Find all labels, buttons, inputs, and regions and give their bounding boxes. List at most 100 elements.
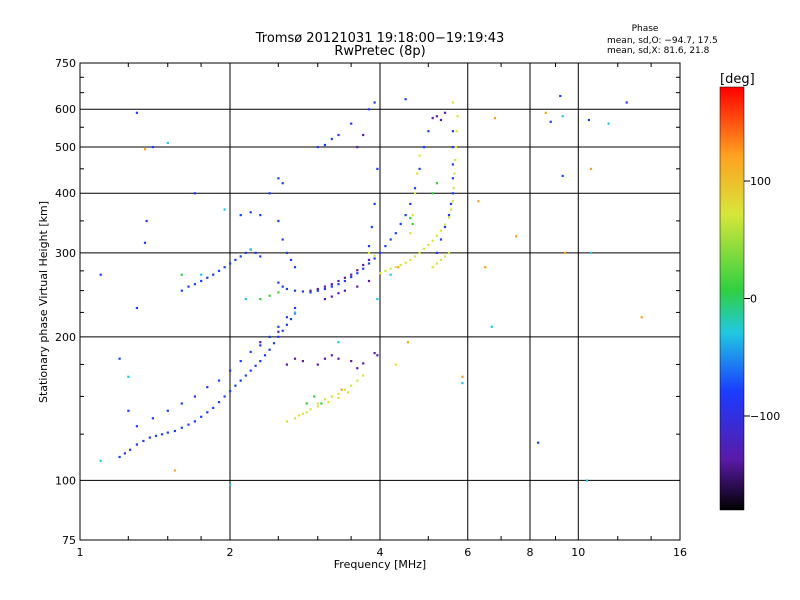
data-point — [330, 137, 333, 141]
data-point — [367, 258, 371, 261]
data-point — [347, 391, 350, 394]
data-point — [404, 261, 407, 264]
data-point — [330, 395, 333, 398]
data-point — [129, 448, 132, 451]
data-point — [559, 94, 562, 98]
data-point — [490, 325, 493, 328]
data-point — [293, 417, 297, 420]
data-point — [277, 325, 280, 328]
data-point — [180, 426, 183, 429]
y-tick-label: 750 — [55, 57, 76, 70]
data-point — [343, 289, 346, 292]
x-axis-ticks: 1 2 4 6 8 10 16 — [77, 63, 687, 559]
data-point — [316, 287, 319, 291]
data-point — [585, 479, 588, 482]
x-tick-label: 16 — [673, 546, 687, 559]
data-point — [229, 262, 232, 265]
data-point — [397, 266, 400, 269]
data-point — [451, 101, 454, 104]
data-point — [118, 455, 121, 459]
data-point — [379, 251, 382, 254]
data-point — [309, 291, 312, 294]
data-point — [259, 341, 262, 344]
data-point — [640, 316, 643, 319]
data-point — [447, 216, 451, 219]
phase-annotation-title: Phase — [632, 24, 659, 34]
data-point — [451, 200, 454, 203]
data-point — [337, 392, 340, 395]
data-point — [166, 141, 169, 145]
data-point — [389, 238, 392, 241]
data-point — [435, 115, 438, 118]
data-point — [406, 341, 410, 344]
data-point — [305, 402, 308, 405]
y-axis-ticks: 75 100 200 300 400 500 600 750 — [55, 57, 680, 547]
data-point — [367, 108, 371, 111]
x-tick-label: 10 — [571, 546, 585, 559]
data-point — [193, 395, 196, 398]
data-point — [394, 232, 397, 235]
data-point — [343, 276, 346, 279]
data-point — [384, 245, 387, 248]
data-point — [223, 208, 226, 211]
data-point — [281, 182, 284, 185]
data-point — [135, 425, 138, 428]
y-axis-label: Stationary phase Virtual Height [km] — [37, 201, 50, 403]
data-point — [206, 386, 209, 389]
data-point — [173, 429, 176, 433]
data-point — [180, 402, 183, 405]
data-point — [143, 148, 147, 151]
data-point — [143, 241, 147, 244]
y-tick-label: 100 — [55, 474, 76, 487]
data-point — [356, 379, 359, 382]
data-point — [259, 214, 262, 217]
data-point — [413, 192, 417, 195]
colorbar-ticks: 100 0 −100 — [744, 175, 780, 423]
data-point — [293, 289, 297, 292]
data-point — [451, 130, 454, 133]
data-point — [268, 348, 271, 351]
data-point — [356, 367, 359, 370]
data-point — [323, 357, 326, 360]
data-point — [316, 146, 319, 149]
data-point — [449, 208, 453, 211]
data-point — [229, 390, 232, 393]
data-point — [418, 251, 421, 254]
data-point — [350, 122, 353, 125]
data-point — [330, 295, 333, 298]
data-point — [431, 239, 434, 242]
data-point — [362, 133, 365, 137]
data-point — [337, 292, 340, 295]
colorbar-tick-label: −100 — [750, 410, 780, 423]
data-point — [443, 111, 447, 114]
data-point — [223, 266, 226, 269]
data-point — [389, 267, 392, 270]
data-point — [293, 266, 297, 269]
data-point — [413, 255, 417, 258]
plot-frame — [79, 62, 681, 541]
data-point — [443, 223, 447, 226]
data-point — [268, 335, 271, 338]
data-point — [461, 382, 464, 385]
data-point — [277, 335, 280, 338]
data-point — [337, 133, 340, 137]
data-point — [399, 263, 402, 267]
data-point — [447, 251, 451, 254]
data-point — [259, 255, 262, 258]
data-point — [166, 431, 169, 434]
data-point — [323, 298, 326, 301]
data-point — [404, 98, 407, 101]
data-point — [151, 417, 154, 420]
data-point — [337, 341, 340, 344]
data-point — [431, 117, 434, 120]
data-point — [289, 318, 293, 321]
data-point — [316, 289, 319, 292]
data-point — [384, 269, 387, 272]
data-point — [217, 379, 221, 382]
data-point — [285, 251, 288, 254]
colorbar-label: [deg] — [720, 72, 755, 87]
data-point — [461, 375, 464, 378]
data-point — [350, 360, 353, 363]
data-point — [323, 285, 326, 288]
